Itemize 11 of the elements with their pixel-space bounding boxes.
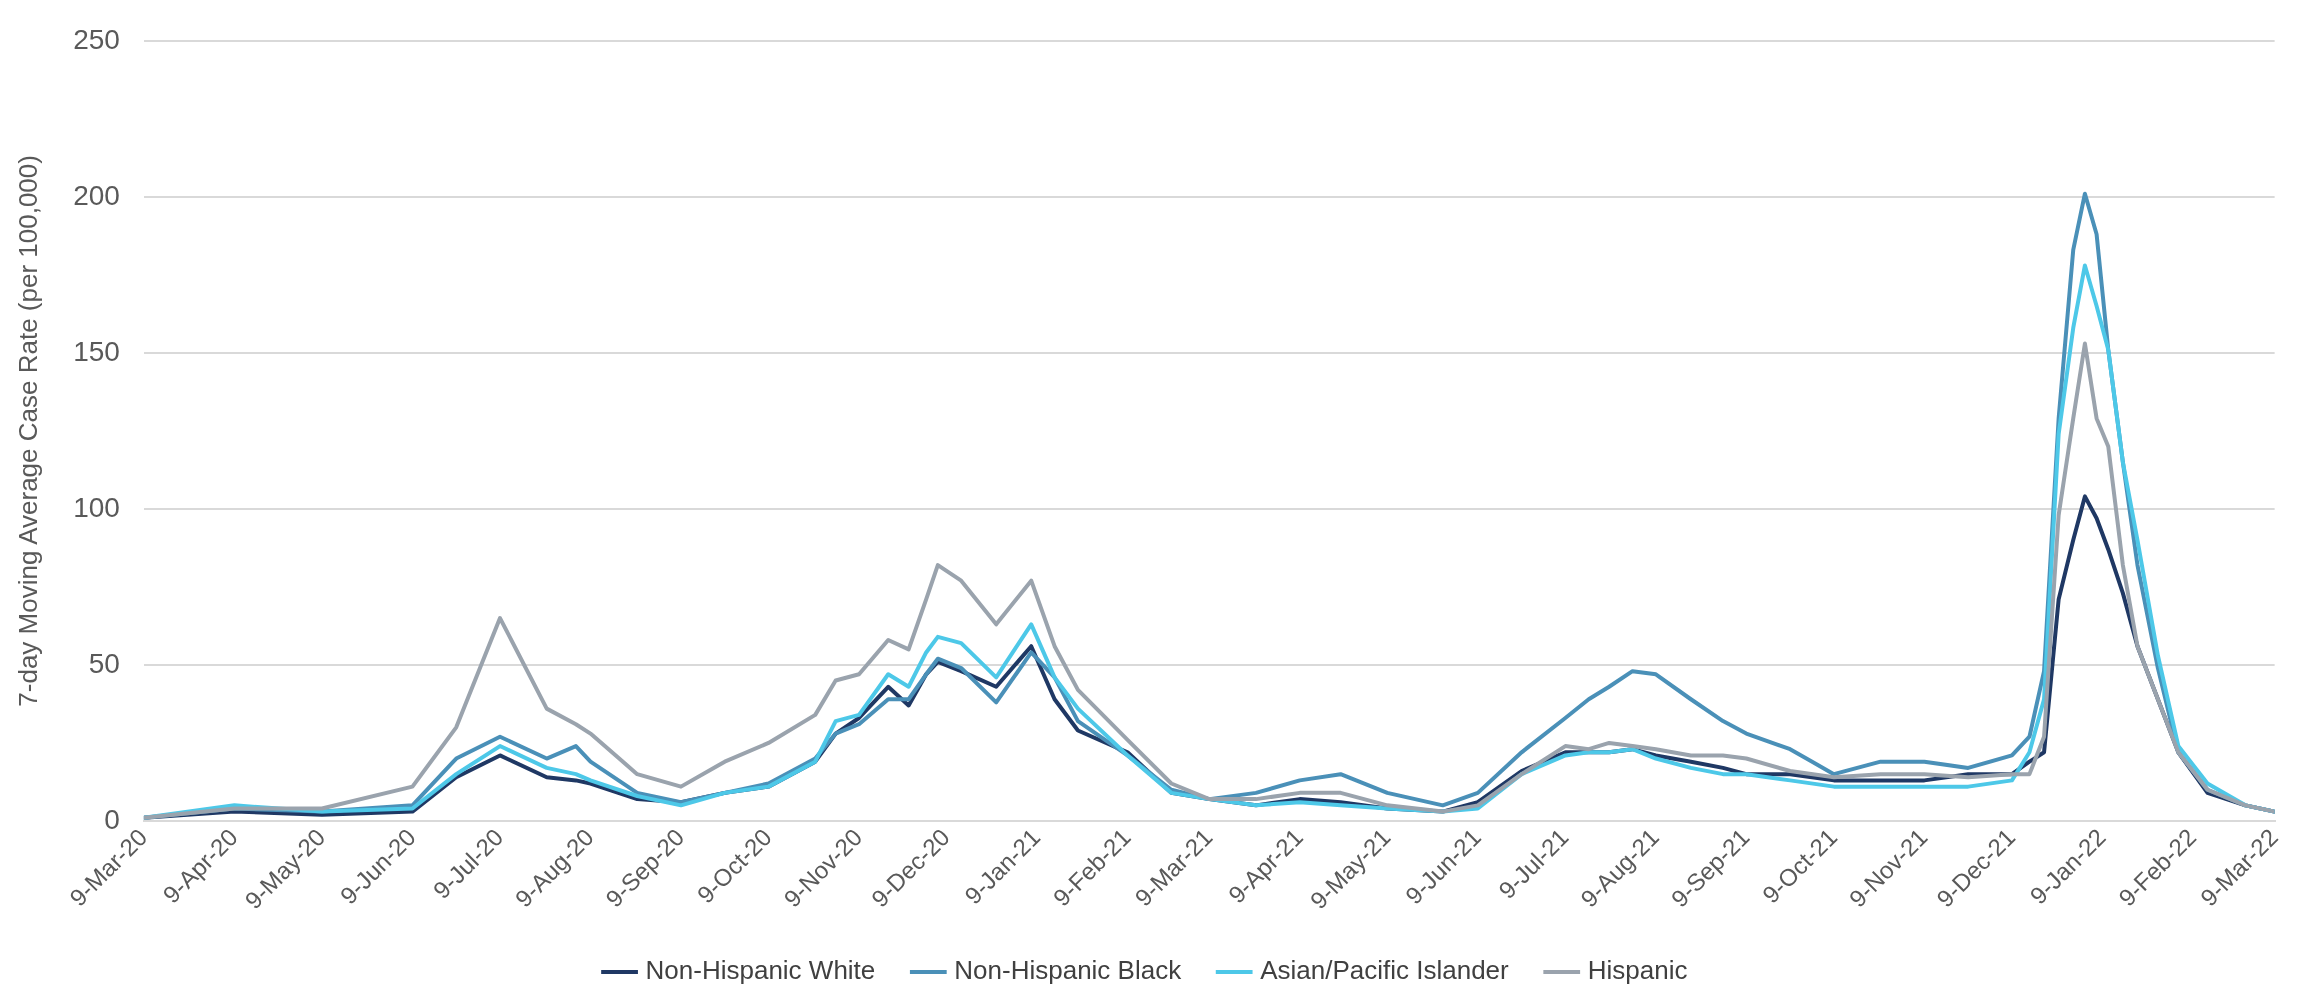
y-axis-title: 7-day Moving Average Case Rate (per 100,000) [12, 155, 43, 707]
legend-label: Hispanic [1587, 955, 1688, 986]
legend-label: Non-Hispanic Black [954, 955, 1183, 986]
y-tick-label: 0 [104, 803, 120, 835]
y-tick-label: 150 [73, 335, 120, 367]
y-tick-label: 50 [88, 647, 120, 679]
y-tick-label: 200 [73, 179, 120, 211]
legend-label: Non-Hispanic White [645, 955, 876, 986]
y-tick-label: 250 [73, 23, 120, 55]
y-tick-label: 100 [73, 491, 120, 523]
legend-label: Asian/Pacific Islander [1260, 955, 1510, 986]
